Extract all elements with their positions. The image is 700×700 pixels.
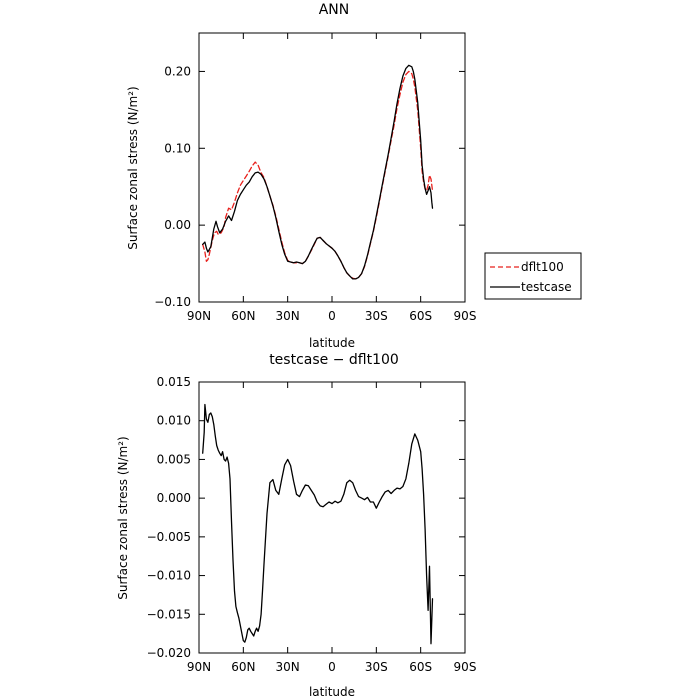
bottom-x-tick-label: 60N <box>231 660 255 674</box>
bottom-y-tick-label: 0.015 <box>157 375 191 389</box>
legend-label-dflt100: dflt100 <box>521 260 564 274</box>
top-x-tick-label: 60N <box>231 309 255 323</box>
bottom-y-ticks: −0.020 −0.015 −0.010 −0.005 0.000 0.005 0.010 0… <box>147 375 465 660</box>
top-series-line-dflt100 <box>202 70 434 280</box>
bottom-y-tick-label: 0.005 <box>157 452 191 466</box>
legend-label-testcase: testcase <box>521 280 572 294</box>
bottom-chart-title: testcase − dflt100 <box>269 352 399 368</box>
top-y-axis-label: Surface zonal stress (N/m²) <box>126 86 140 250</box>
top-x-ticks: 90N 60N 30N 0 30S 60S 90S <box>187 33 477 323</box>
bottom-x-tick-label: 30S <box>365 660 388 674</box>
top-y-tick-label: −0.10 <box>154 295 191 309</box>
top-x-tick-label: 90S <box>454 309 477 323</box>
bottom-x-tick-label: 60S <box>409 660 432 674</box>
top-chart-title: ANN <box>319 2 350 18</box>
top-x-tick-label: 0 <box>328 309 336 323</box>
bottom-y-tick-label: −0.010 <box>147 569 191 583</box>
top-series <box>202 64 434 280</box>
bottom-y-tick-label: 0.010 <box>157 414 191 428</box>
top-series-line-testcase <box>202 64 434 280</box>
bottom-x-tick-label: 90N <box>187 660 211 674</box>
bottom-y-tick-label: −0.020 <box>147 646 191 660</box>
top-y-tick-label: 0.10 <box>164 141 191 155</box>
bottom-series-line-difference <box>202 403 434 645</box>
top-y-ticks: −0.10 0.00 0.10 0.20 <box>154 64 465 309</box>
top-x-tick-label: 30N <box>276 309 300 323</box>
bottom-y-tick-label: −0.015 <box>147 607 191 621</box>
bottom-x-tick-label: 0 <box>328 660 336 674</box>
bottom-x-tick-label: 90S <box>454 660 477 674</box>
legend-box <box>484 252 582 300</box>
bottom-y-tick-label: 0.000 <box>157 491 191 505</box>
bottom-series <box>202 403 434 645</box>
bottom-panel: testcase − dflt100 90N 60N 30N 0 30S 60S 90S −… <box>116 352 476 699</box>
top-x-tick-label: 60S <box>409 309 432 323</box>
bottom-x-axis-label: latitude <box>309 685 355 699</box>
bottom-x-ticks: 90N 60N 30N 0 30S 60S 90S <box>187 382 477 674</box>
top-x-tick-label: 30S <box>365 309 388 323</box>
bottom-y-tick-label: −0.005 <box>147 530 191 544</box>
legend: dflt100 testcase <box>484 252 582 300</box>
top-panel: ANN 90N 60N 30N 0 30S 60S 90S −0.10 0.00 0.10 0.2… <box>126 2 582 350</box>
top-x-tick-label: 90N <box>187 309 211 323</box>
top-y-tick-label: 0.20 <box>164 64 191 78</box>
bottom-y-axis-label: Surface zonal stress (N/m²) <box>116 436 130 600</box>
bottom-x-tick-label: 30N <box>276 660 300 674</box>
top-x-axis-label: latitude <box>309 336 355 350</box>
top-plot-frame <box>198 32 466 303</box>
top-y-tick-label: 0.00 <box>164 218 191 232</box>
